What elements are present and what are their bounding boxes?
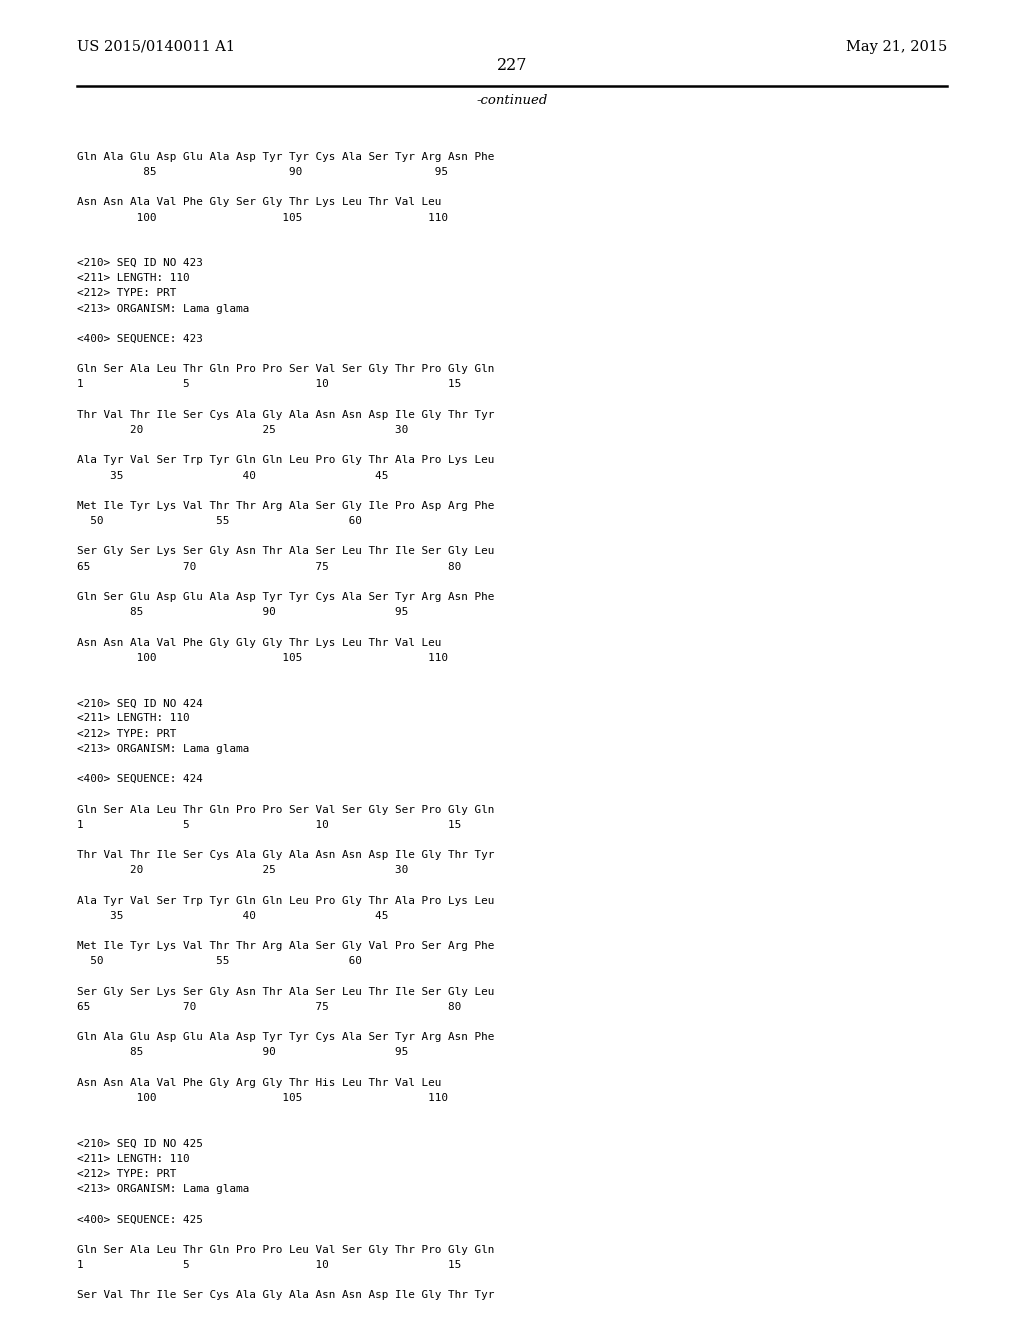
Text: <213> ORGANISM: Lama glama: <213> ORGANISM: Lama glama	[77, 1184, 249, 1195]
Text: -continued: -continued	[476, 94, 548, 107]
Text: Asn Asn Ala Val Phe Gly Gly Gly Thr Lys Leu Thr Val Leu: Asn Asn Ala Val Phe Gly Gly Gly Thr Lys …	[77, 638, 441, 648]
Text: Met Ile Tyr Lys Val Thr Thr Arg Ala Ser Gly Val Pro Ser Arg Phe: Met Ile Tyr Lys Val Thr Thr Arg Ala Ser …	[77, 941, 495, 952]
Text: 85                  90                  95: 85 90 95	[77, 607, 408, 618]
Text: <400> SEQUENCE: 424: <400> SEQUENCE: 424	[77, 774, 203, 784]
Text: <212> TYPE: PRT: <212> TYPE: PRT	[77, 288, 176, 298]
Text: <211> LENGTH: 110: <211> LENGTH: 110	[77, 713, 189, 723]
Text: Gln Ser Ala Leu Thr Gln Pro Pro Ser Val Ser Gly Thr Pro Gly Gln: Gln Ser Ala Leu Thr Gln Pro Pro Ser Val …	[77, 364, 495, 375]
Text: 85                    90                    95: 85 90 95	[77, 168, 447, 177]
Text: 1               5                   10                  15: 1 5 10 15	[77, 1259, 461, 1270]
Text: 85                  90                  95: 85 90 95	[77, 1047, 408, 1057]
Text: Ser Gly Ser Lys Ser Gly Asn Thr Ala Ser Leu Thr Ile Ser Gly Leu: Ser Gly Ser Lys Ser Gly Asn Thr Ala Ser …	[77, 986, 495, 997]
Text: Ala Tyr Val Ser Trp Tyr Gln Gln Leu Pro Gly Thr Ala Pro Lys Leu: Ala Tyr Val Ser Trp Tyr Gln Gln Leu Pro …	[77, 455, 495, 466]
Text: <212> TYPE: PRT: <212> TYPE: PRT	[77, 729, 176, 739]
Text: 227: 227	[497, 57, 527, 74]
Text: 50                 55                  60: 50 55 60	[77, 956, 361, 966]
Text: 65              70                  75                  80: 65 70 75 80	[77, 561, 461, 572]
Text: <400> SEQUENCE: 423: <400> SEQUENCE: 423	[77, 334, 203, 345]
Text: Met Ile Tyr Lys Val Thr Thr Arg Ala Ser Gly Ile Pro Asp Arg Phe: Met Ile Tyr Lys Val Thr Thr Arg Ala Ser …	[77, 500, 495, 511]
Text: <210> SEQ ID NO 423: <210> SEQ ID NO 423	[77, 257, 203, 268]
Text: May 21, 2015: May 21, 2015	[846, 40, 947, 54]
Text: Thr Val Thr Ile Ser Cys Ala Gly Ala Asn Asn Asp Ile Gly Thr Tyr: Thr Val Thr Ile Ser Cys Ala Gly Ala Asn …	[77, 409, 495, 420]
Text: 35                  40                  45: 35 40 45	[77, 911, 388, 921]
Text: Ala Tyr Val Ser Trp Tyr Gln Gln Leu Pro Gly Thr Ala Pro Lys Leu: Ala Tyr Val Ser Trp Tyr Gln Gln Leu Pro …	[77, 895, 495, 906]
Text: 20                  25                  30: 20 25 30	[77, 865, 408, 875]
Text: <213> ORGANISM: Lama glama: <213> ORGANISM: Lama glama	[77, 743, 249, 754]
Text: 100                   105                   110: 100 105 110	[77, 652, 447, 663]
Text: 35                  40                  45: 35 40 45	[77, 470, 388, 480]
Text: <210> SEQ ID NO 424: <210> SEQ ID NO 424	[77, 698, 203, 709]
Text: Thr Val Thr Ile Ser Cys Ala Gly Ala Asn Asn Asp Ile Gly Thr Tyr: Thr Val Thr Ile Ser Cys Ala Gly Ala Asn …	[77, 850, 495, 861]
Text: 1               5                   10                  15: 1 5 10 15	[77, 379, 461, 389]
Text: Asn Asn Ala Val Phe Gly Ser Gly Thr Lys Leu Thr Val Leu: Asn Asn Ala Val Phe Gly Ser Gly Thr Lys …	[77, 197, 441, 207]
Text: <400> SEQUENCE: 425: <400> SEQUENCE: 425	[77, 1214, 203, 1225]
Text: 1               5                   10                  15: 1 5 10 15	[77, 820, 461, 830]
Text: 65              70                  75                  80: 65 70 75 80	[77, 1002, 461, 1012]
Text: Ser Val Thr Ile Ser Cys Ala Gly Ala Asn Asn Asp Ile Gly Thr Tyr: Ser Val Thr Ile Ser Cys Ala Gly Ala Asn …	[77, 1290, 495, 1300]
Text: 20                  25                  30: 20 25 30	[77, 425, 408, 436]
Text: 100                   105                   110: 100 105 110	[77, 213, 447, 223]
Text: Ser Gly Ser Lys Ser Gly Asn Thr Ala Ser Leu Thr Ile Ser Gly Leu: Ser Gly Ser Lys Ser Gly Asn Thr Ala Ser …	[77, 546, 495, 557]
Text: Gln Ala Glu Asp Glu Ala Asp Tyr Tyr Cys Ala Ser Tyr Arg Asn Phe: Gln Ala Glu Asp Glu Ala Asp Tyr Tyr Cys …	[77, 152, 495, 162]
Text: 100                   105                   110: 100 105 110	[77, 1093, 447, 1104]
Text: Gln Ala Glu Asp Glu Ala Asp Tyr Tyr Cys Ala Ser Tyr Arg Asn Phe: Gln Ala Glu Asp Glu Ala Asp Tyr Tyr Cys …	[77, 1032, 495, 1043]
Text: <211> LENGTH: 110: <211> LENGTH: 110	[77, 273, 189, 284]
Text: Gln Ser Ala Leu Thr Gln Pro Pro Ser Val Ser Gly Ser Pro Gly Gln: Gln Ser Ala Leu Thr Gln Pro Pro Ser Val …	[77, 804, 495, 814]
Text: 50                 55                  60: 50 55 60	[77, 516, 361, 527]
Text: <210> SEQ ID NO 425: <210> SEQ ID NO 425	[77, 1138, 203, 1148]
Text: Gln Ser Glu Asp Glu Ala Asp Tyr Tyr Cys Ala Ser Tyr Arg Asn Phe: Gln Ser Glu Asp Glu Ala Asp Tyr Tyr Cys …	[77, 591, 495, 602]
Text: <211> LENGTH: 110: <211> LENGTH: 110	[77, 1154, 189, 1164]
Text: Asn Asn Ala Val Phe Gly Arg Gly Thr His Leu Thr Val Leu: Asn Asn Ala Val Phe Gly Arg Gly Thr His …	[77, 1077, 441, 1088]
Text: Gln Ser Ala Leu Thr Gln Pro Pro Leu Val Ser Gly Thr Pro Gly Gln: Gln Ser Ala Leu Thr Gln Pro Pro Leu Val …	[77, 1245, 495, 1255]
Text: <212> TYPE: PRT: <212> TYPE: PRT	[77, 1168, 176, 1179]
Text: US 2015/0140011 A1: US 2015/0140011 A1	[77, 40, 234, 54]
Text: <213> ORGANISM: Lama glama: <213> ORGANISM: Lama glama	[77, 304, 249, 314]
